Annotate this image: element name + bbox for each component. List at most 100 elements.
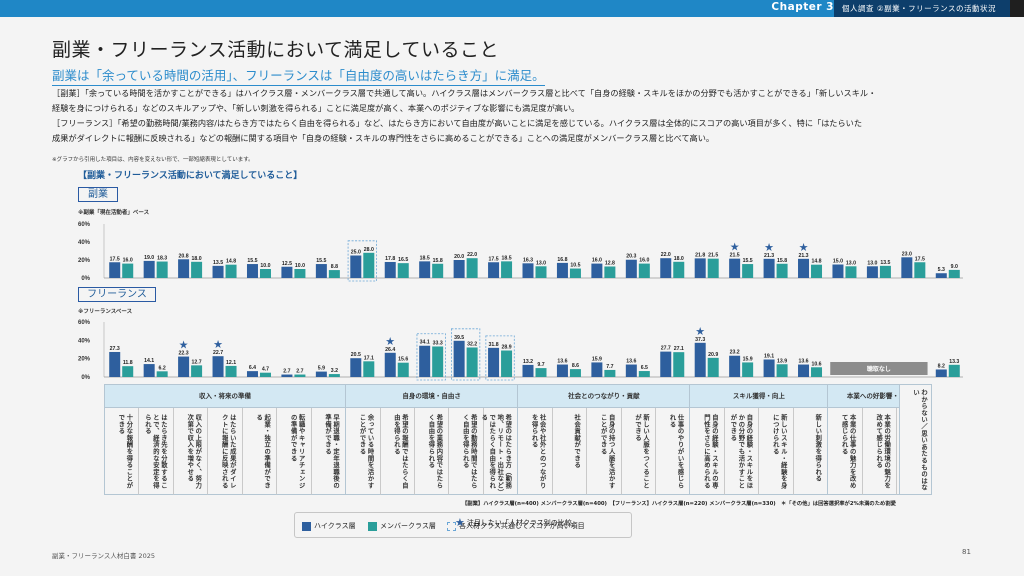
bar-member-class — [259, 372, 271, 377]
y-tick-label: 40% — [78, 338, 91, 344]
bar-high-class — [488, 347, 500, 377]
bar-high-class — [660, 351, 672, 377]
data-label: 10.0 — [260, 263, 270, 269]
data-label: 4.7 — [262, 367, 269, 373]
bar-member-class — [501, 261, 513, 278]
legend: ハイクラス層 メンバークラス層 各人材クラス共通してスコアが高い項目 — [294, 512, 632, 538]
category-label: 希望のはたらき方（勤務地、リモート・出社など）ではたらく自由を得られる — [480, 414, 512, 493]
category-label: 希望の勤務時間ではたらく自由を得られる — [461, 414, 477, 489]
legend-label-member: メンバークラス層 — [380, 522, 436, 530]
bar-member-class — [225, 264, 237, 278]
no-data-label: 聴取なし — [867, 365, 891, 373]
data-label: 14.8 — [226, 259, 236, 265]
category-cell: 余っている時間を活かすことができる — [345, 408, 380, 495]
bar-high-class — [522, 263, 534, 278]
category-label: 仕事のやりがいを感じられる — [668, 414, 684, 489]
category-label: 自身の持つ人脈を活かすことができる — [599, 414, 615, 489]
bar-member-class — [191, 365, 203, 377]
data-label: 16.0 — [123, 258, 133, 264]
data-label: 15.8 — [433, 258, 443, 264]
category-cell: 十分な報酬を得ることができる — [104, 408, 139, 495]
bar-member-class — [397, 362, 409, 377]
category-cell: 転職やキャリアチェンジの準備ができる — [276, 408, 311, 495]
y-tick-label: 0% — [81, 276, 90, 282]
data-label: 18.5 — [420, 255, 430, 261]
page-title: 副業・フリーランス活動において満足していること — [52, 39, 499, 61]
bar-high-class — [729, 355, 741, 377]
data-label: 32.2 — [467, 341, 477, 347]
bar-member-class — [776, 263, 788, 278]
category-label: 起業・独立の準備ができる — [255, 414, 271, 489]
category-cell: 自身の持つ人脈を活かすことができる — [586, 408, 621, 495]
data-label: 25.0 — [351, 250, 361, 256]
data-label: 3.2 — [331, 368, 338, 374]
data-label: 16.8 — [557, 257, 567, 263]
category-label: 自身の経験・スキルをほかの分野でも活かすことができる — [729, 414, 753, 489]
data-label: 5.3 — [938, 267, 945, 273]
category-cell: 社会や社外とのつながりを得られる — [517, 408, 552, 495]
data-label: 15.6 — [398, 357, 408, 363]
bar-high-class — [419, 345, 431, 377]
data-label: 6.2 — [159, 365, 166, 371]
data-label: 13.3 — [949, 359, 959, 365]
category-cell: 希望のはたらき方（勤務地、リモート・出社など）ではたらく自由を得られる — [480, 408, 518, 495]
star-icon: ★ — [213, 339, 223, 351]
data-label: 21.3 — [798, 253, 808, 259]
data-label: 18.3 — [157, 256, 167, 262]
bar-member-class — [742, 264, 754, 278]
quote-note: ※グラフから引用した項目は、内容を変えない形で、一部短縮表現としています。 — [52, 157, 254, 163]
data-label: 26.4 — [385, 347, 395, 353]
data-label: 6.5 — [641, 365, 648, 371]
data-label: 20.9 — [708, 352, 718, 358]
category-label: 社会や社外とのつながりを得られる — [530, 414, 546, 489]
bar-member-class — [638, 263, 650, 278]
header-bar: Chapter 3 個人調査 ②副業・フリーランスの活動状況 — [0, 0, 1024, 17]
bar-high-class — [178, 259, 190, 278]
bar-high-class — [832, 264, 844, 278]
bar-member-class — [328, 270, 340, 278]
data-label: 13.9 — [777, 358, 787, 364]
bar-member-class — [328, 374, 340, 377]
data-label: 28.0 — [364, 247, 374, 253]
data-label: 13.5 — [213, 260, 223, 266]
data-label: 12.7 — [192, 359, 202, 365]
bar-high-class — [453, 340, 465, 377]
star-icon: ★ — [179, 340, 189, 352]
category-cell: はたらいた成果がダイレクトに報酬に反映される — [207, 408, 242, 495]
bar-high-class — [763, 258, 775, 278]
category-label: 十分な報酬を得ることができる — [117, 414, 133, 489]
category-label: 収入の上限がなく、努力次第で収入を増やせる — [186, 414, 202, 489]
bar-member-class — [535, 266, 547, 278]
category-label: 社会貢献ができる — [573, 414, 581, 469]
category-cell: 仕事のやりがいを感じられる — [655, 408, 690, 495]
bar-member-class — [604, 369, 616, 377]
category-label: はたらき先を分散することで、経済的な安定を得られる — [143, 414, 167, 489]
bar-high-class — [763, 359, 775, 377]
star-icon: ★ — [730, 242, 740, 254]
bar-member-class — [811, 367, 823, 377]
data-label: 17.8 — [385, 256, 395, 262]
legend-swatch-common — [447, 521, 456, 531]
category-cell: 本業の仕事の魅力を改めて感じられる — [827, 408, 862, 495]
data-label: 12.5 — [282, 261, 292, 267]
category-cell: 本業の労働環境の魅力を改めて感じられる — [861, 408, 897, 495]
bar-high-class — [143, 260, 155, 278]
sample-size-note: 【副業】ハイクラス層(n=400) メンバークラス層(n=400) 【フリーラン… — [462, 501, 896, 507]
page-subtitle: 副業は「余っている時間の活用」、フリーランスは「自由度の高いはたらき方」に満足。 — [52, 65, 545, 86]
data-label: 2.7 — [296, 369, 303, 375]
bar-high-class — [212, 265, 224, 278]
category-group-header: 社会とのつながり・貢献 — [517, 384, 690, 408]
data-label: 9.7 — [537, 362, 544, 368]
category-other-cell: わからない／思いあたるものはない — [899, 384, 932, 495]
legend-label-common: 各人材クラス共通してスコアが高い項目 — [459, 522, 585, 530]
body-text: ［副業］「余っている時間を活かすことができる」はハイクラス層・メンバークラス層で… — [52, 86, 972, 146]
data-label: 21.5 — [730, 253, 740, 259]
base-note-freelance: ※フリーランスベース — [78, 309, 133, 315]
data-label: 15.9 — [743, 356, 753, 362]
bar-member-class — [432, 346, 444, 377]
data-label: 22.0 — [467, 252, 477, 258]
bar-high-class — [315, 264, 327, 278]
data-label: 17.5 — [110, 256, 120, 262]
category-label: 本業の仕事の魅力を改めて感じられる — [840, 414, 856, 489]
data-label: 16.0 — [639, 258, 649, 264]
